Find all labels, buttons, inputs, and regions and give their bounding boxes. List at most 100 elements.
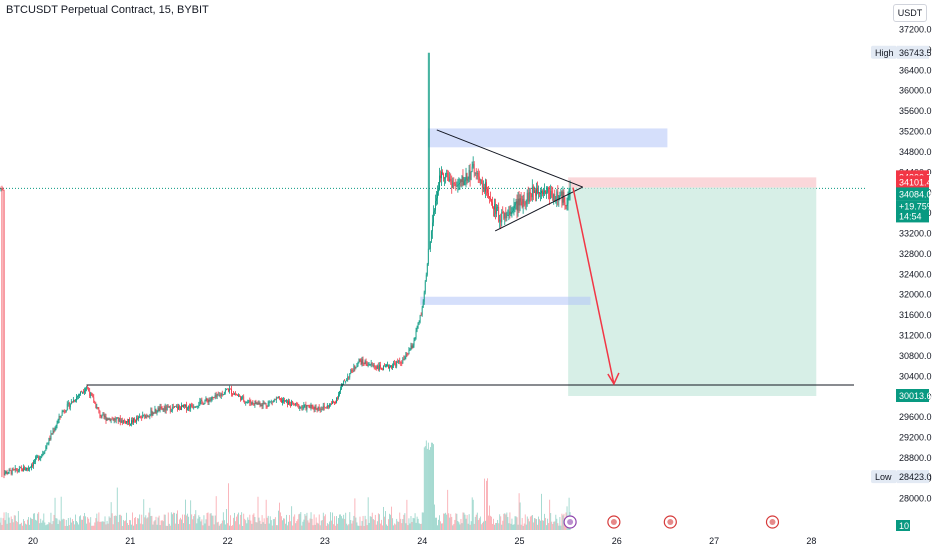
candle (100, 414, 102, 419)
candle (112, 417, 114, 421)
volume-bar (424, 446, 426, 530)
volume-bar (57, 524, 59, 530)
candle (324, 407, 326, 409)
candle (498, 202, 500, 223)
volume-bar (478, 518, 480, 530)
bar-countdown: 14:54 (899, 211, 922, 221)
volume-bar (309, 518, 311, 530)
candle (492, 196, 493, 209)
volume-bar (172, 512, 174, 530)
candle (53, 427, 55, 434)
volume-bar (266, 517, 268, 530)
volume-bar (99, 521, 101, 530)
y-tick-label: 32400.0 (899, 269, 932, 279)
candle (108, 417, 110, 421)
volume-bar (426, 448, 428, 530)
volume-bar (14, 515, 16, 530)
volume-bar (491, 516, 492, 530)
candle (238, 393, 240, 398)
volume-bar (59, 521, 61, 530)
volume-bar (227, 523, 228, 530)
candle (121, 417, 123, 426)
volume-bar (195, 510, 197, 530)
volume-bar (41, 522, 43, 530)
volume-bar (373, 520, 375, 530)
candle (275, 396, 277, 404)
volume-bar (420, 523, 422, 530)
volume-bar (413, 518, 415, 530)
volume-bar (520, 524, 522, 530)
candle (259, 401, 261, 408)
candle (65, 409, 67, 413)
volume-bar (362, 515, 364, 530)
volume-bar (306, 512, 308, 530)
candle (263, 400, 265, 405)
volume-bar (445, 512, 447, 530)
candle (525, 199, 527, 211)
volume-bar (479, 516, 481, 530)
volume-bar (333, 524, 334, 530)
volume-bar (112, 524, 114, 530)
candle (110, 418, 112, 424)
volume-bar (11, 519, 13, 530)
candle (301, 405, 303, 411)
candle (167, 404, 169, 408)
candle (442, 169, 444, 176)
volume-bar (63, 519, 65, 530)
candle (423, 290, 425, 305)
x-tick-label: 23 (320, 536, 330, 546)
volume-bar (220, 523, 222, 530)
volume-bar (318, 514, 320, 530)
candle (175, 404, 177, 408)
volume-bar (377, 513, 379, 530)
candle (411, 343, 413, 350)
candle (564, 197, 566, 210)
volume-bar (526, 516, 528, 530)
volume-bar (471, 497, 473, 530)
volume-bar (103, 521, 105, 530)
candle (27, 467, 28, 472)
volume-bar (12, 522, 14, 530)
volume-bar (467, 523, 469, 530)
volume-bar (158, 515, 160, 530)
volume-bar (389, 513, 390, 530)
candle (22, 464, 24, 472)
candle (52, 427, 54, 435)
volume-bar (23, 519, 24, 530)
candle (394, 359, 396, 366)
candle (386, 363, 387, 368)
candle (249, 397, 251, 407)
candle (288, 398, 289, 405)
candle (47, 442, 49, 445)
volume-bar (136, 524, 138, 530)
candle (139, 413, 141, 419)
candle (372, 363, 374, 368)
volume-bar (434, 504, 435, 530)
candles-layer (0, 52, 571, 479)
candle (127, 418, 128, 426)
volume-bar (118, 514, 120, 530)
volume-bar (510, 523, 512, 530)
volume-bar (361, 521, 363, 530)
volume-bar (106, 520, 108, 530)
candle (432, 205, 434, 227)
volume-bar (9, 522, 11, 530)
currency-selector[interactable]: USDT (893, 4, 927, 22)
candle (295, 402, 297, 407)
candle (15, 468, 17, 472)
candle (375, 365, 377, 371)
volume-bar (1, 524, 3, 530)
volume-bar (168, 523, 170, 530)
volume-bar (459, 524, 461, 530)
stop-loss-zone (568, 177, 817, 188)
volume-bar (537, 524, 538, 530)
volume-bar (409, 523, 411, 530)
candle (415, 327, 417, 340)
candle (172, 403, 174, 410)
candle (513, 198, 515, 216)
volume-bar (374, 514, 376, 530)
candle (378, 362, 380, 372)
candle (509, 205, 511, 219)
candle (41, 453, 43, 459)
